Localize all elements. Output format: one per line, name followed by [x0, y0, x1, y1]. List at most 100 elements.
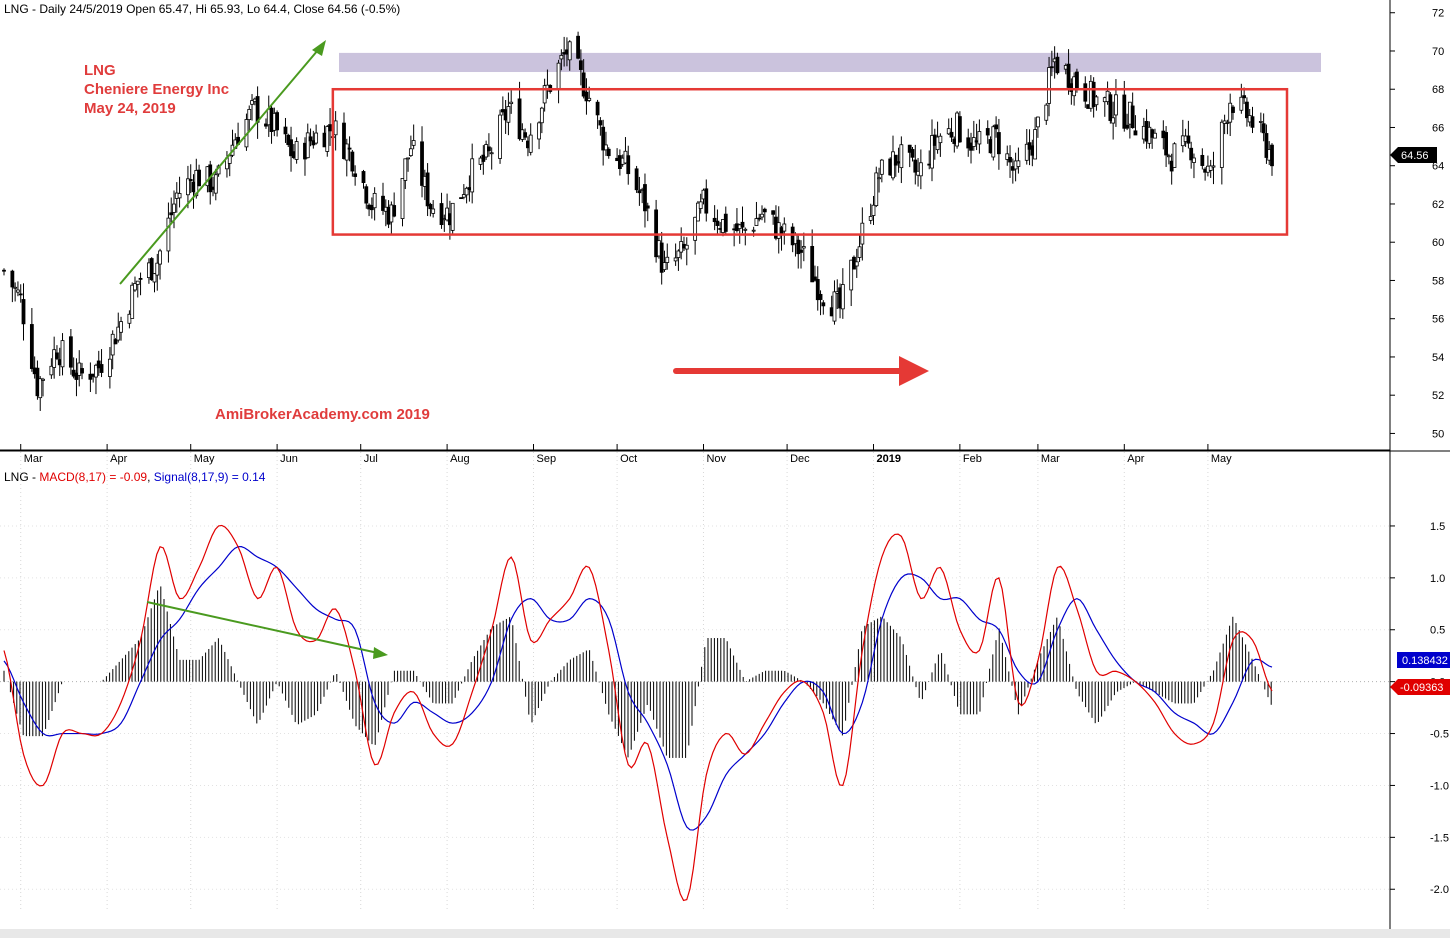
- candle-body: [991, 126, 996, 158]
- candle-body: [1153, 132, 1157, 139]
- candle-body: [1108, 94, 1113, 121]
- candle-body: [392, 205, 397, 217]
- candle-body: [135, 280, 140, 285]
- candle-body: [1172, 143, 1177, 168]
- candle-body: [645, 205, 650, 209]
- candle-body: [799, 249, 803, 253]
- macd-tick-label: -0.5: [1430, 729, 1449, 741]
- candle-body: [80, 368, 84, 374]
- candle-body: [88, 373, 93, 380]
- candle-body: [1016, 160, 1021, 167]
- candle-body: [425, 172, 430, 207]
- uptrend-line: [119, 49, 319, 285]
- candle-body: [684, 244, 689, 250]
- candle-body: [1219, 121, 1224, 168]
- candle-body: [587, 97, 592, 101]
- candle-body: [381, 195, 385, 211]
- ticker-annotation: LNG: [84, 62, 116, 79]
- candle-body: [1211, 165, 1216, 168]
- candle-body: [481, 154, 486, 162]
- price-tick-label: 72: [1432, 8, 1444, 20]
- company-annotation: Cheniere Energy Inc: [84, 81, 229, 98]
- candle-body: [893, 154, 898, 166]
- date-annotation: May 24, 2019: [84, 100, 176, 117]
- candle-body: [1261, 123, 1266, 134]
- candle-body: [1075, 71, 1079, 89]
- macd-tag-label: -0.09363: [1400, 682, 1443, 694]
- candle-body: [1055, 56, 1060, 74]
- candle-body: [598, 120, 603, 126]
- candle-body: [1114, 94, 1118, 116]
- candle-body: [275, 112, 280, 131]
- candle-body: [704, 188, 709, 214]
- price-tick-label: 64: [1432, 161, 1444, 173]
- last-price-label: 64.56: [1401, 150, 1429, 162]
- candle-body: [328, 124, 332, 132]
- candle-body: [1270, 144, 1274, 167]
- candle-body: [676, 250, 681, 258]
- candle-body: [584, 91, 589, 102]
- price-tick-label: 60: [1432, 237, 1444, 249]
- month-label: Feb: [963, 453, 982, 465]
- candle-body: [166, 217, 171, 252]
- candle-body: [949, 131, 954, 138]
- candle-body: [188, 179, 193, 182]
- candle-body: [1047, 67, 1051, 104]
- watermark: AmiBrokerAcademy.com 2019: [215, 406, 430, 423]
- candle-body: [1192, 157, 1196, 163]
- price-tick-label: 58: [1432, 275, 1444, 287]
- candle-body: [913, 159, 918, 173]
- candle-body: [1122, 94, 1127, 129]
- candle-body: [985, 128, 990, 136]
- candle-body: [517, 98, 522, 140]
- candle-body: [68, 336, 73, 368]
- candle-body: [227, 155, 232, 164]
- candle-body: [250, 100, 254, 105]
- candle-body: [169, 212, 174, 216]
- candle-body: [197, 169, 201, 187]
- candle-body: [1094, 96, 1099, 106]
- candle-body: [439, 203, 444, 226]
- candle-body: [342, 122, 346, 159]
- candle-body: [556, 62, 561, 91]
- candle-body: [172, 203, 176, 213]
- macd-line: [3, 524, 1273, 902]
- candle-body: [470, 158, 475, 193]
- candle-body: [255, 96, 260, 123]
- candle-body: [813, 276, 817, 281]
- candle-body: [247, 109, 252, 121]
- candle-body: [567, 41, 572, 61]
- candle-body: [21, 299, 26, 325]
- sideways-arrowhead: [899, 356, 929, 386]
- month-label: Oct: [620, 453, 637, 465]
- candle-body: [849, 259, 854, 291]
- candle-body: [539, 107, 544, 124]
- candle-body: [1111, 117, 1116, 124]
- candle-body: [1049, 66, 1054, 69]
- month-label: Apr: [110, 453, 127, 465]
- candle-body: [498, 114, 502, 159]
- sheet-tabs[interactable]: [0, 929, 1450, 938]
- candle-body: [461, 194, 466, 198]
- signal-tag-bg: [1397, 652, 1450, 668]
- month-label: Jul: [364, 453, 378, 465]
- candle-body: [977, 131, 982, 145]
- candle-body: [289, 139, 293, 157]
- candle-body: [899, 144, 904, 169]
- candle-body: [935, 136, 940, 151]
- candle-body: [1189, 147, 1194, 161]
- candle-body: [350, 151, 355, 172]
- candle-body: [506, 106, 511, 123]
- month-label: Mar: [24, 453, 43, 465]
- candle-body: [637, 190, 642, 194]
- candle-body: [49, 365, 54, 376]
- macd-tick-label: -2.0: [1430, 884, 1449, 896]
- last-price-tag-bg: [1390, 147, 1437, 163]
- candle-body: [1130, 105, 1135, 129]
- candle-body: [1024, 143, 1029, 161]
- price-tick-label: 70: [1432, 46, 1444, 58]
- candle-body: [294, 141, 299, 160]
- candle-body: [595, 101, 600, 116]
- candle-body: [818, 293, 823, 300]
